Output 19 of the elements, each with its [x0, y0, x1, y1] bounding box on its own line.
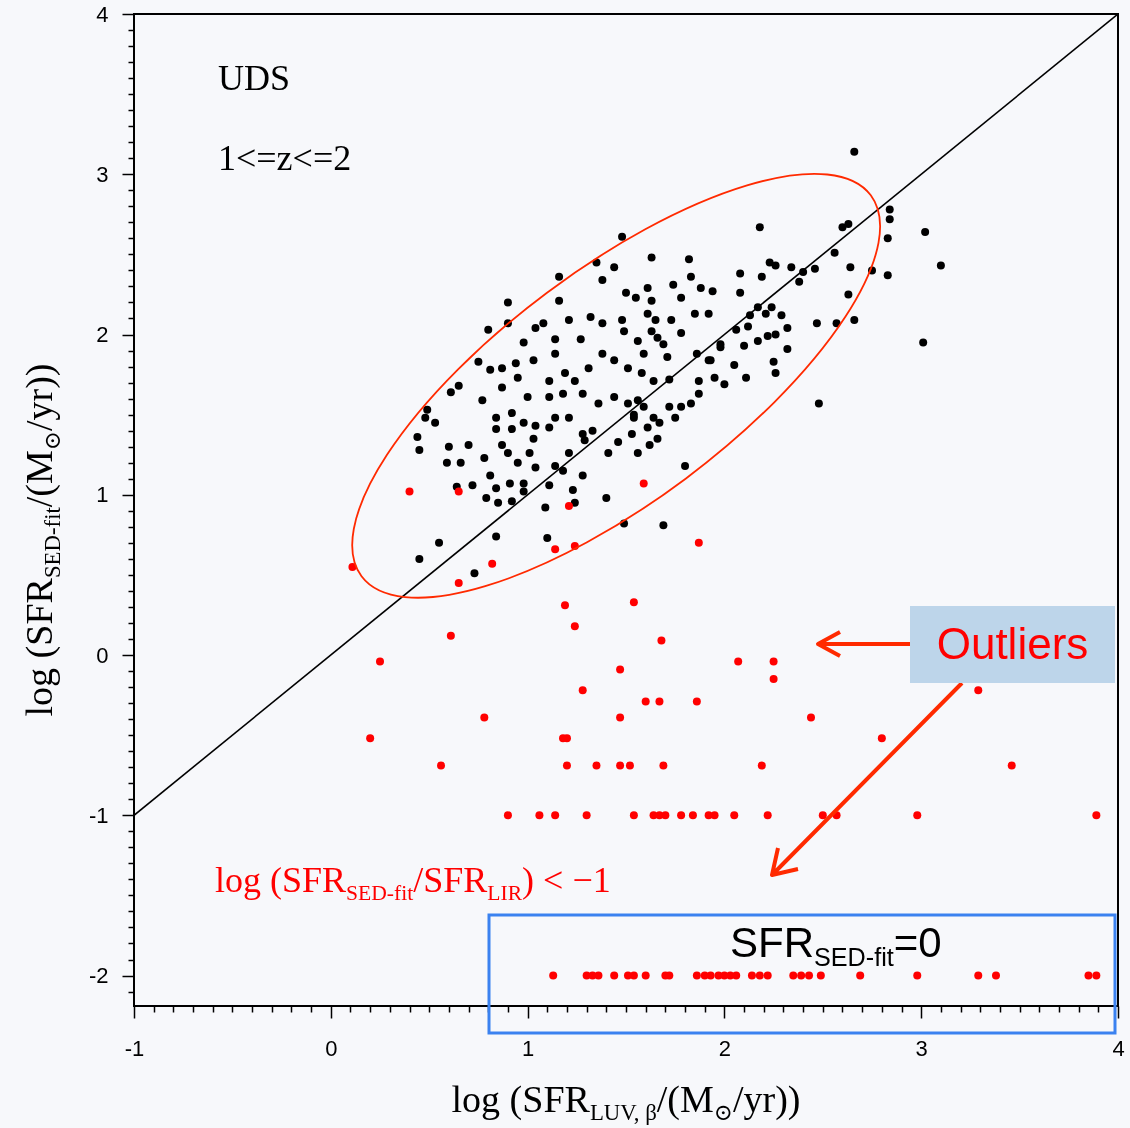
- y-tick-label: 2: [96, 322, 109, 348]
- x-axis-title: log (SFR$_{LUV, β}$/(M$_{⊙}$/yr)): [451, 1078, 801, 1125]
- x-tick-label: 4: [1112, 1035, 1125, 1061]
- annotation: UDS: [218, 58, 291, 98]
- y-tick-label: 0: [96, 642, 109, 668]
- y-tick-label: 4: [96, 1, 109, 27]
- annotation: Outliers: [935, 619, 1090, 668]
- x-tick-label: 3: [915, 1035, 928, 1061]
- x-tick-label: 1: [521, 1035, 535, 1061]
- annotation: log (SFR$_{SED-fit}$/SFR$_{LIR}$) < −1: [215, 860, 611, 905]
- x-tick-label: -1: [124, 1035, 145, 1061]
- x-tick-label: 2: [718, 1035, 732, 1061]
- y-tick-label: 3: [96, 161, 109, 187]
- x-tick-label: 0: [325, 1035, 338, 1061]
- annotation: 1<=z<=2: [218, 138, 352, 178]
- y-tick-label: -1: [88, 802, 109, 828]
- annotation: SFR$_{SED-fit}$=0: [730, 919, 942, 971]
- y-tick-label: -2: [88, 963, 109, 989]
- y-tick-label: 1: [96, 482, 109, 508]
